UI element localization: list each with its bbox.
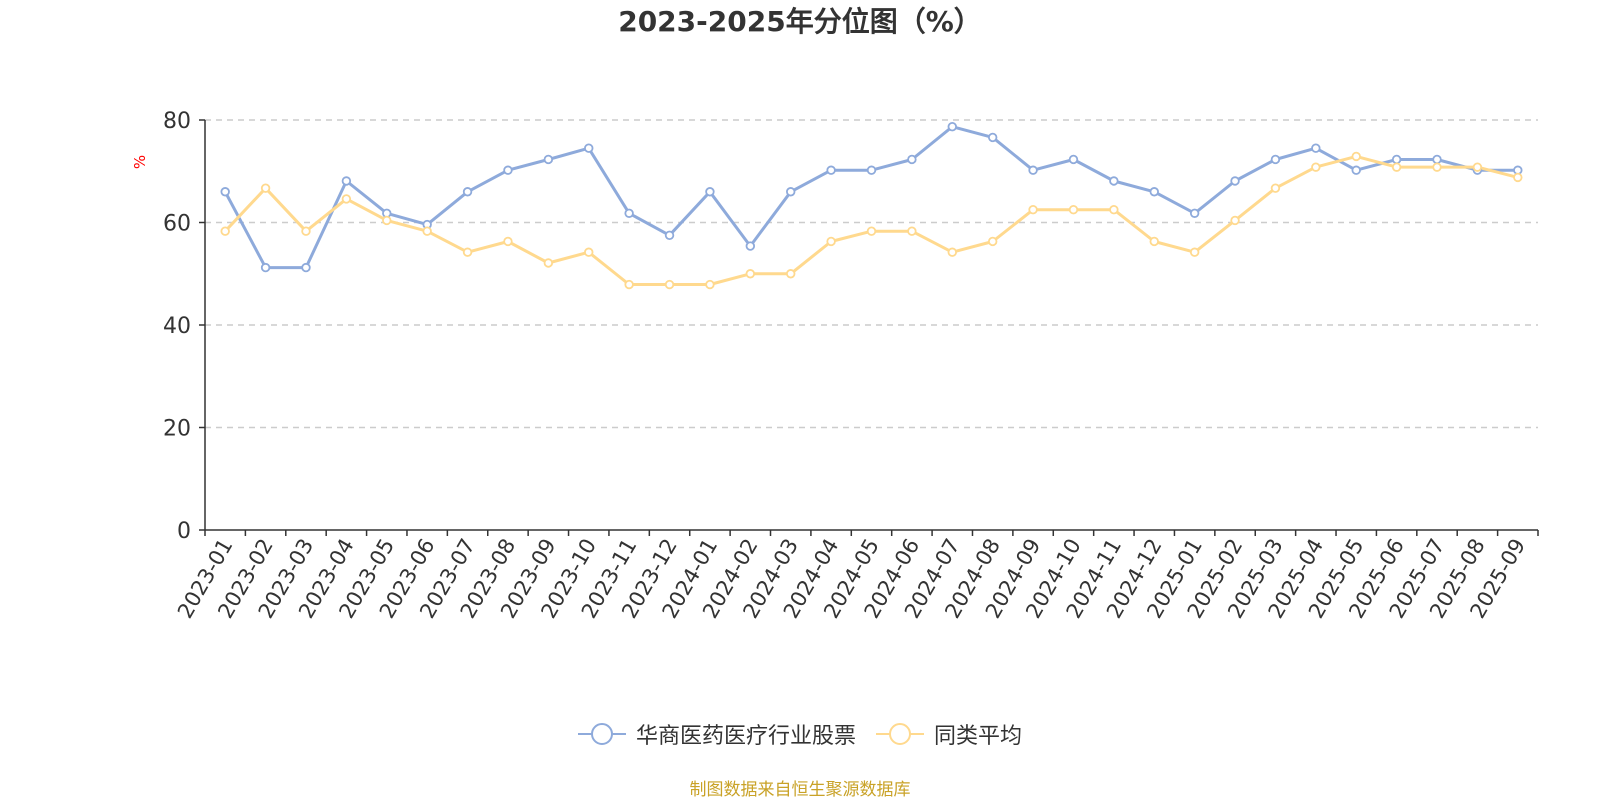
legend-item-series-1[interactable]: 华商医药医疗行业股票 [577, 718, 856, 750]
data-point-series-1[interactable] [745, 241, 756, 251]
data-point-series-1[interactable] [543, 154, 554, 165]
y-axis-label: % [131, 155, 149, 169]
data-point-series-1[interactable] [462, 187, 473, 197]
data-point-series-2[interactable] [1270, 183, 1281, 193]
data-point-series-2[interactable] [1109, 204, 1119, 215]
data-point-series-2[interactable] [260, 183, 271, 193]
legend: 华商医药医疗行业股票 同类平均 [0, 718, 1600, 750]
data-point-series-1[interactable] [947, 121, 957, 132]
y-tick-label: 60 [163, 212, 191, 237]
data-point-series-1[interactable] [301, 262, 311, 273]
data-point-series-2[interactable] [462, 247, 473, 257]
data-point-series-1[interactable] [1028, 165, 1038, 175]
data-point-series-1[interactable] [220, 187, 230, 197]
source-note: 制图数据来自恒生聚源数据库 [689, 780, 911, 800]
data-point-series-1[interactable] [341, 176, 352, 186]
data-point-series-1[interactable] [705, 187, 715, 197]
data-point-series-1[interactable] [1230, 176, 1240, 186]
data-point-series-2[interactable] [987, 236, 998, 247]
data-point-series-1[interactable] [1068, 154, 1079, 165]
data-point-series-1[interactable] [260, 262, 271, 273]
data-point-series-2[interactable] [503, 236, 513, 247]
data-point-series-2[interactable] [1189, 247, 1200, 257]
data-point-series-2[interactable] [786, 269, 796, 279]
y-tick-label: 20 [163, 417, 191, 442]
data-point-series-2[interactable] [866, 226, 877, 236]
data-point-series-1[interactable] [1189, 208, 1200, 218]
data-point-series-2[interactable] [1311, 162, 1321, 172]
data-point-series-2[interactable] [947, 247, 957, 257]
data-point-series-2[interactable] [220, 226, 230, 236]
data-point-series-2[interactable] [826, 236, 836, 247]
legend-item-series-2[interactable]: 同类平均 [876, 718, 1022, 750]
series-line-2 [224, 154, 1519, 286]
y-tick-label: 0 [177, 519, 191, 544]
legend-label-1: 华商医药医疗行业股票 [635, 724, 856, 749]
data-point-series-1[interactable] [1351, 165, 1361, 175]
data-point-series-1[interactable] [1149, 187, 1159, 197]
data-point-series-2[interactable] [1432, 162, 1442, 172]
data-point-series-2[interactable] [1230, 215, 1240, 226]
legend-label-2: 同类平均 [934, 724, 1023, 749]
data-point-series-1[interactable] [664, 230, 675, 241]
data-point-series-2[interactable] [1028, 204, 1038, 215]
data-point-series-2[interactable] [1351, 151, 1361, 162]
data-point-series-1[interactable] [786, 187, 796, 197]
data-point-series-1[interactable] [1391, 154, 1402, 165]
data-point-series-2[interactable] [664, 279, 675, 290]
data-point-series-2[interactable] [543, 258, 554, 268]
data-point-series-1[interactable] [1432, 154, 1442, 165]
data-point-series-1[interactable] [866, 165, 877, 175]
data-point-series-2[interactable] [1472, 162, 1483, 172]
data-point-series-2[interactable] [1513, 172, 1523, 183]
data-point-series-1[interactable] [907, 154, 917, 165]
data-point-series-2[interactable] [907, 226, 917, 236]
data-point-series-2[interactable] [745, 269, 756, 279]
chart-title: 2023-2025年分位图（%） [618, 5, 982, 38]
legend-marker-2 [876, 723, 924, 745]
data-point-series-1[interactable] [1109, 176, 1119, 186]
data-point-series-2[interactable] [624, 279, 634, 290]
data-point-series-2[interactable] [341, 194, 352, 204]
data-point-series-2[interactable] [301, 226, 311, 236]
data-point-series-1[interactable] [1311, 143, 1321, 153]
data-point-series-2[interactable] [1391, 162, 1402, 172]
data-point-series-2[interactable] [1149, 236, 1159, 247]
data-point-series-2[interactable] [584, 247, 594, 257]
data-point-series-1[interactable] [826, 165, 836, 175]
data-point-series-2[interactable] [705, 279, 715, 290]
data-point-series-2[interactable] [382, 215, 392, 226]
series-lines [220, 121, 1523, 290]
data-point-series-1[interactable] [1270, 154, 1281, 165]
data-point-series-1[interactable] [624, 208, 634, 218]
axes: 0204060802023-012023-022023-032023-04202… [163, 109, 1539, 622]
data-point-series-1[interactable] [584, 143, 594, 153]
data-point-series-2[interactable] [1068, 204, 1079, 215]
data-point-series-1[interactable] [987, 132, 998, 143]
y-tick-label: 40 [163, 314, 191, 339]
legend-marker-1 [577, 723, 626, 745]
series-line-1 [223, 125, 1518, 270]
data-point-series-2[interactable] [422, 226, 432, 236]
data-point-series-1[interactable] [503, 165, 513, 175]
y-tick-label: 80 [163, 109, 191, 134]
